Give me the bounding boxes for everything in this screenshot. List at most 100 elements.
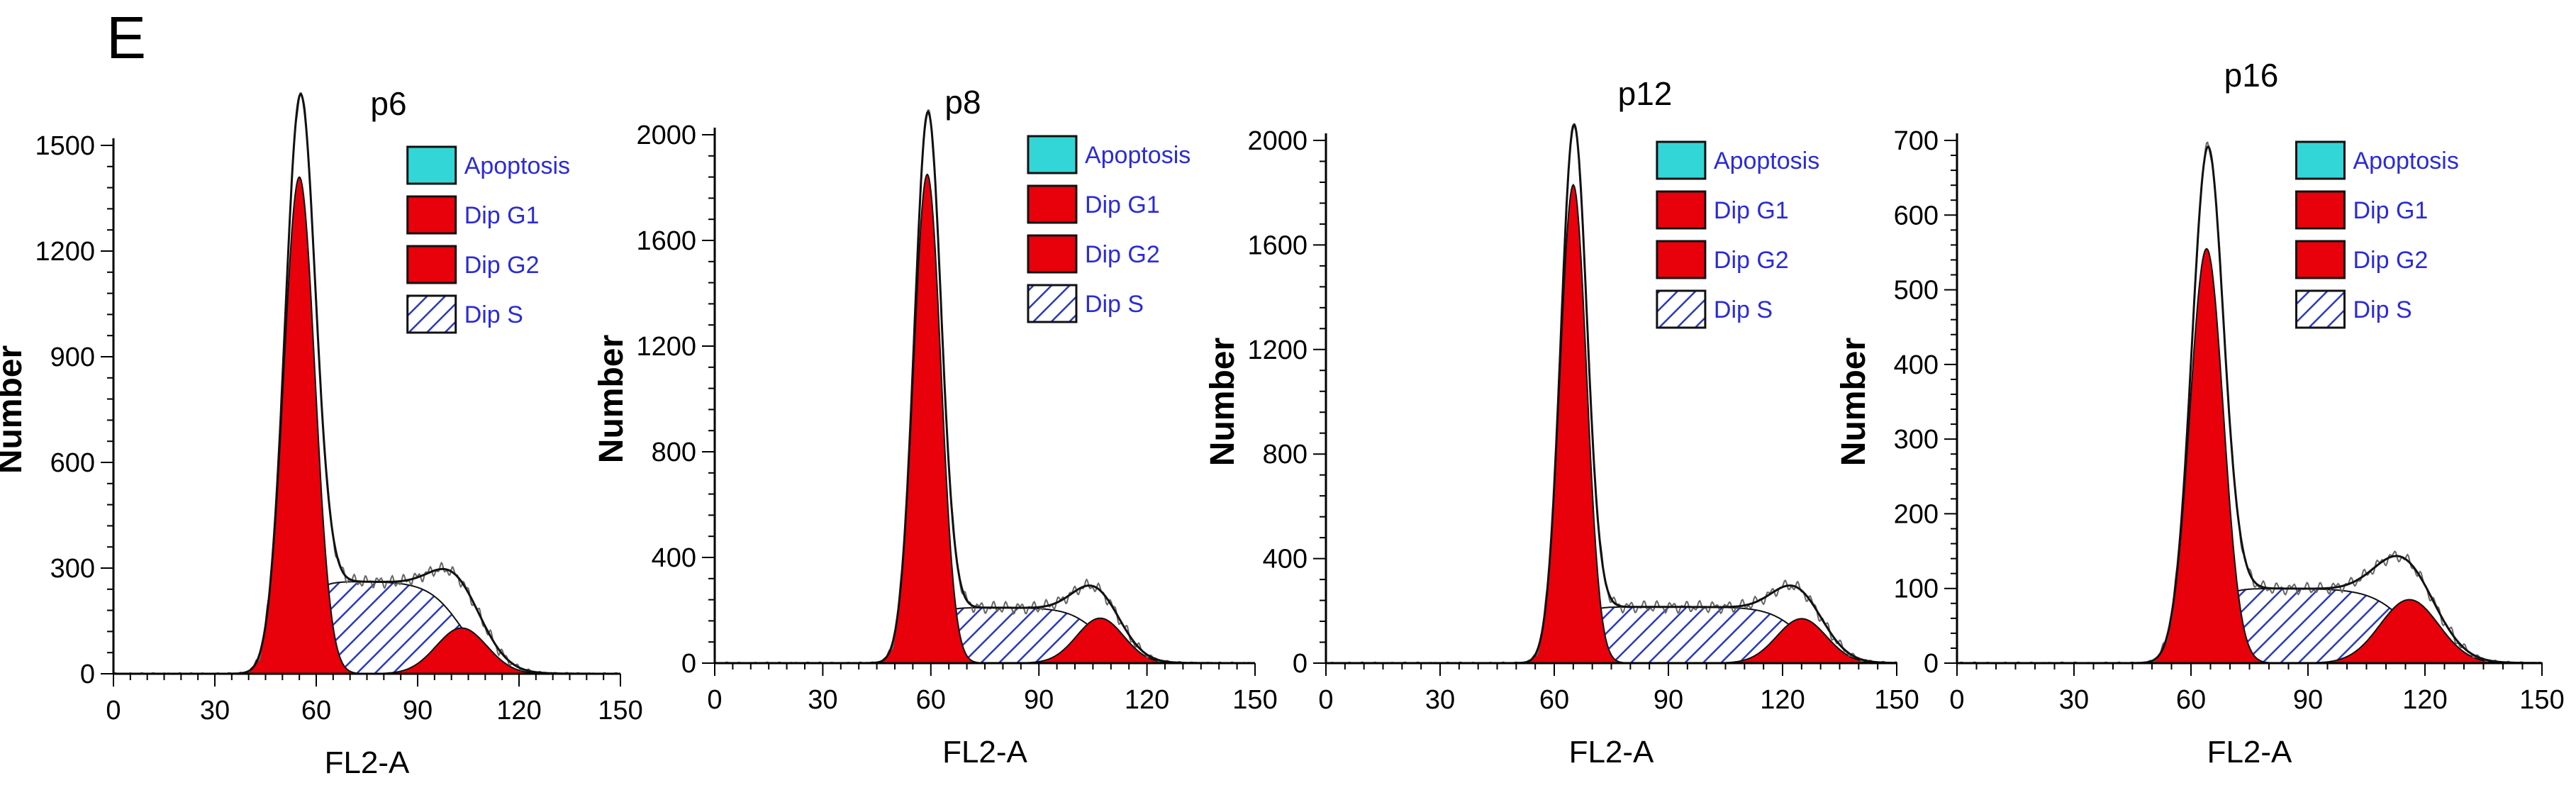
y-tick-label: 1200: [636, 332, 696, 362]
panel-title: p12: [1618, 75, 1673, 112]
legend-label-apoptosis: Apoptosis: [464, 152, 570, 179]
x-tick-label: 150: [1232, 685, 1277, 715]
y-tick-label: 400: [1894, 350, 1939, 380]
legend: Apoptosis Dip G1 Dip G2 Dip S: [2295, 140, 2459, 329]
fitted-curve-line: [715, 110, 1255, 665]
y-tick-label: 600: [1894, 201, 1939, 230]
y-axis-label: Number: [0, 345, 29, 474]
legend: Apoptosis Dip G1 Dip G2 Dip S: [406, 145, 570, 334]
panel-title: p6: [370, 85, 406, 122]
legend-swatch-dip-s: [1027, 284, 1078, 323]
legend-swatch-dip-g2: [2295, 240, 2346, 279]
legend-swatch-dip-g2: [1027, 234, 1078, 274]
x-tick-label: 60: [301, 696, 331, 726]
legend-swatch-apoptosis: [2295, 140, 2346, 180]
legend-label-dip-g2: Dip G2: [1085, 241, 1160, 268]
legend-label-dip-s: Dip S: [464, 301, 523, 328]
y-tick-label: 2000: [636, 121, 696, 150]
y-axis-label: Number: [1204, 338, 1242, 466]
x-tick-label: 90: [403, 696, 433, 726]
y-tick-label: 400: [652, 543, 696, 573]
legend-label-apoptosis: Apoptosis: [2353, 148, 2459, 174]
legend-swatch-dip-g1: [1656, 190, 1707, 230]
legend-label-dip-g1: Dip G1: [1085, 191, 1160, 218]
raw-histogram-line: [1326, 123, 1897, 665]
x-axis-label: FL2-A: [942, 735, 1027, 770]
x-tick-label: 120: [1125, 685, 1169, 715]
panel-title: p8: [944, 84, 981, 121]
dip-s-area: [113, 581, 620, 674]
y-tick-label: 100: [1894, 574, 1939, 604]
plot-area: [1326, 123, 1897, 665]
panel-title: p16: [2224, 57, 2279, 94]
y-tick-label: 600: [50, 448, 95, 478]
legend-label-dip-s: Dip S: [2353, 296, 2412, 323]
x-tick-label: 120: [2402, 685, 2447, 715]
histogram-panel-p8: p8 Number FL2-A Apoptosis Dip G1 Dip G2 …: [593, 84, 1278, 770]
plot-area: [1956, 141, 2543, 665]
y-tick-label: 1200: [1247, 335, 1307, 365]
x-tick-label: 90: [2293, 685, 2323, 715]
histogram-panel-p6: p6 Number FL2-A Apoptosis Dip G1 Dip G2 …: [0, 85, 643, 780]
x-axis-label: FL2-A: [2207, 735, 2292, 770]
x-tick-label: 60: [916, 685, 946, 715]
x-tick-label: 60: [1539, 685, 1569, 715]
legend-swatch-dip-s: [1656, 289, 1707, 329]
x-tick-label: 0: [1949, 685, 1964, 715]
x-tick-label: 150: [2519, 685, 2564, 715]
plot-area: [113, 91, 620, 675]
legend-swatch-dip-g1: [2295, 190, 2346, 230]
y-tick-label: 1600: [1247, 230, 1307, 260]
x-tick-label: 0: [707, 685, 722, 715]
x-tick-label: 90: [1024, 685, 1054, 715]
x-tick-label: 120: [496, 696, 541, 726]
y-tick-label: 1600: [636, 226, 696, 256]
legend-swatch-dip-g2: [1656, 240, 1707, 279]
legend-swatch-apoptosis: [406, 145, 457, 185]
legend-swatch-dip-s: [406, 294, 457, 334]
x-tick-label: 30: [1425, 685, 1455, 715]
legend-label-dip-g2: Dip G2: [464, 252, 540, 279]
y-axis-label: Number: [1835, 338, 1873, 466]
x-tick-label: 0: [1318, 685, 1333, 715]
dip-s-area: [715, 606, 1255, 664]
legend-label-apoptosis: Apoptosis: [1085, 142, 1191, 169]
y-tick-label: 700: [1894, 126, 1939, 156]
x-axis-label: FL2-A: [1569, 735, 1654, 770]
x-tick-label: 150: [598, 696, 642, 726]
legend: Apoptosis Dip G1 Dip G2 Dip S: [1656, 140, 1819, 329]
y-tick-label: 900: [50, 343, 95, 372]
fitted-curve-line: [1957, 145, 2542, 665]
y-tick-label: 2000: [1247, 126, 1307, 156]
raw-histogram-line: [714, 109, 1256, 665]
x-tick-label: 0: [106, 696, 121, 726]
y-tick-label: 200: [1894, 499, 1939, 529]
legend-swatch-apoptosis: [1656, 140, 1707, 180]
legend-label-dip-g2: Dip G2: [1714, 247, 1789, 274]
legend-label-dip-g2: Dip G2: [2353, 247, 2429, 274]
legend: Apoptosis Dip G1 Dip G2 Dip S: [1027, 135, 1191, 323]
x-tick-label: 150: [1874, 685, 1919, 715]
y-tick-label: 800: [652, 438, 696, 467]
y-tick-label: 300: [1894, 425, 1939, 455]
y-tick-label: 0: [80, 660, 95, 689]
y-tick-label: 0: [681, 649, 696, 679]
x-tick-label: 30: [2059, 685, 2089, 715]
legend-label-dip-s: Dip S: [1085, 291, 1144, 318]
legend-label-dip-g1: Dip G1: [1714, 197, 1789, 224]
y-tick-label: 0: [1924, 649, 1939, 679]
y-tick-label: 500: [1894, 276, 1939, 306]
x-tick-label: 120: [1760, 685, 1805, 715]
legend-label-dip-s: Dip S: [1714, 296, 1773, 323]
raw-histogram-line: [1956, 141, 2543, 665]
histogram-panel-p16: p16 Number FL2-A Apoptosis Dip G1 Dip G2…: [1835, 57, 2565, 770]
panel-letter: E: [106, 4, 146, 71]
legend-label-dip-g1: Dip G1: [464, 202, 540, 229]
legend-swatch-dip-g1: [406, 195, 457, 235]
y-tick-label: 1200: [35, 237, 95, 267]
legend-swatch-dip-g1: [1027, 184, 1078, 224]
y-tick-label: 1500: [35, 131, 95, 161]
fitted-curve-line: [1326, 123, 1897, 665]
x-tick-label: 30: [808, 685, 837, 715]
